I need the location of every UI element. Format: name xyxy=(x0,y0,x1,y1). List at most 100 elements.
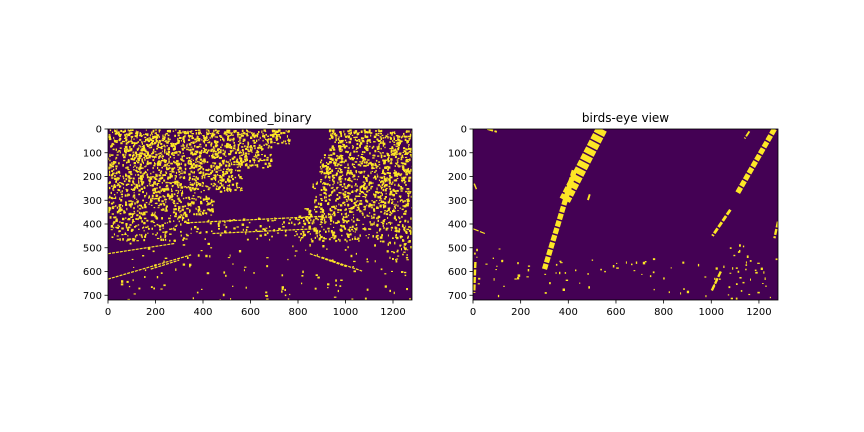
speckle xyxy=(238,187,240,188)
speckle xyxy=(339,285,342,287)
speckle xyxy=(181,218,184,221)
speckle xyxy=(562,288,565,291)
speckle xyxy=(164,198,167,201)
speckle xyxy=(188,198,191,200)
speckle xyxy=(303,233,305,235)
speckle xyxy=(378,179,380,182)
speckle xyxy=(389,176,391,179)
speckle xyxy=(375,159,378,162)
speckle xyxy=(184,131,187,133)
speckle xyxy=(111,162,113,164)
speckle xyxy=(159,191,161,194)
speckle xyxy=(128,238,132,240)
speckle xyxy=(360,130,363,133)
speckle xyxy=(386,153,390,157)
speckle xyxy=(355,200,357,203)
speckle xyxy=(316,253,318,257)
speckle xyxy=(154,211,156,213)
speckle xyxy=(127,175,129,178)
speckle xyxy=(373,221,375,224)
speckle xyxy=(112,206,115,208)
speckle xyxy=(226,131,229,134)
speckle xyxy=(158,225,162,228)
speckle xyxy=(727,294,730,296)
speckle xyxy=(178,190,180,193)
speckle xyxy=(757,291,760,294)
speckle xyxy=(144,158,146,161)
speckle xyxy=(259,147,262,149)
speckle xyxy=(316,181,318,184)
speckle xyxy=(371,166,374,169)
speckle xyxy=(133,192,135,194)
speckle xyxy=(232,139,234,142)
speckle xyxy=(272,133,274,137)
speckle xyxy=(138,193,141,196)
speckle xyxy=(394,226,397,229)
speckle xyxy=(195,198,197,201)
speckle xyxy=(116,154,119,156)
speckle xyxy=(335,172,338,175)
speckle xyxy=(380,132,382,135)
speckle xyxy=(114,186,117,188)
speckle xyxy=(158,141,161,143)
speckle xyxy=(652,271,655,274)
speckle xyxy=(243,160,245,163)
speckle xyxy=(177,217,179,220)
speckle xyxy=(164,145,166,148)
speckle xyxy=(152,159,155,162)
speckle xyxy=(382,159,384,162)
speckle xyxy=(186,214,188,216)
speckle xyxy=(232,178,234,181)
speckle xyxy=(318,238,321,241)
speckle xyxy=(264,162,267,165)
speckle xyxy=(167,193,170,196)
speckle xyxy=(167,168,170,170)
speckle xyxy=(180,230,182,233)
speckle xyxy=(113,139,115,142)
y-tick-label: 200 xyxy=(83,172,102,183)
speckle xyxy=(388,181,390,184)
speckle xyxy=(555,263,558,266)
speckle xyxy=(226,168,228,171)
speckle xyxy=(230,162,232,165)
speckle xyxy=(384,212,386,214)
speckle xyxy=(389,197,391,201)
speckle xyxy=(227,257,231,259)
speckle xyxy=(343,130,345,133)
speckle xyxy=(652,258,656,261)
speckle xyxy=(393,198,396,200)
speckle xyxy=(485,263,488,265)
lane-mark xyxy=(711,208,732,237)
speckle xyxy=(215,140,217,143)
speckle xyxy=(224,220,226,224)
speckle xyxy=(394,230,397,232)
speckle xyxy=(339,147,342,151)
speckle xyxy=(389,141,391,143)
lane-mark xyxy=(743,130,751,140)
speckle xyxy=(316,229,319,232)
speckle xyxy=(555,272,557,274)
speckle xyxy=(375,191,377,193)
speckle xyxy=(366,140,368,143)
speckle xyxy=(240,134,243,137)
speckle xyxy=(184,135,186,138)
speckle xyxy=(362,196,365,198)
speckle xyxy=(159,146,163,148)
speckle xyxy=(336,194,339,196)
speckle xyxy=(384,285,387,288)
speckle xyxy=(559,271,561,275)
speckle xyxy=(380,147,382,150)
speckle xyxy=(128,226,131,229)
speckle xyxy=(335,138,337,142)
speckle xyxy=(164,159,167,162)
speckle xyxy=(166,168,169,171)
chart-title: birds-eye view xyxy=(582,111,669,125)
speckle xyxy=(157,146,161,149)
speckle xyxy=(187,162,190,164)
speckle xyxy=(146,162,149,166)
speckle xyxy=(399,220,402,223)
speckle xyxy=(324,188,327,191)
speckle xyxy=(174,151,177,154)
speckle xyxy=(222,178,225,181)
speckle xyxy=(403,251,406,253)
